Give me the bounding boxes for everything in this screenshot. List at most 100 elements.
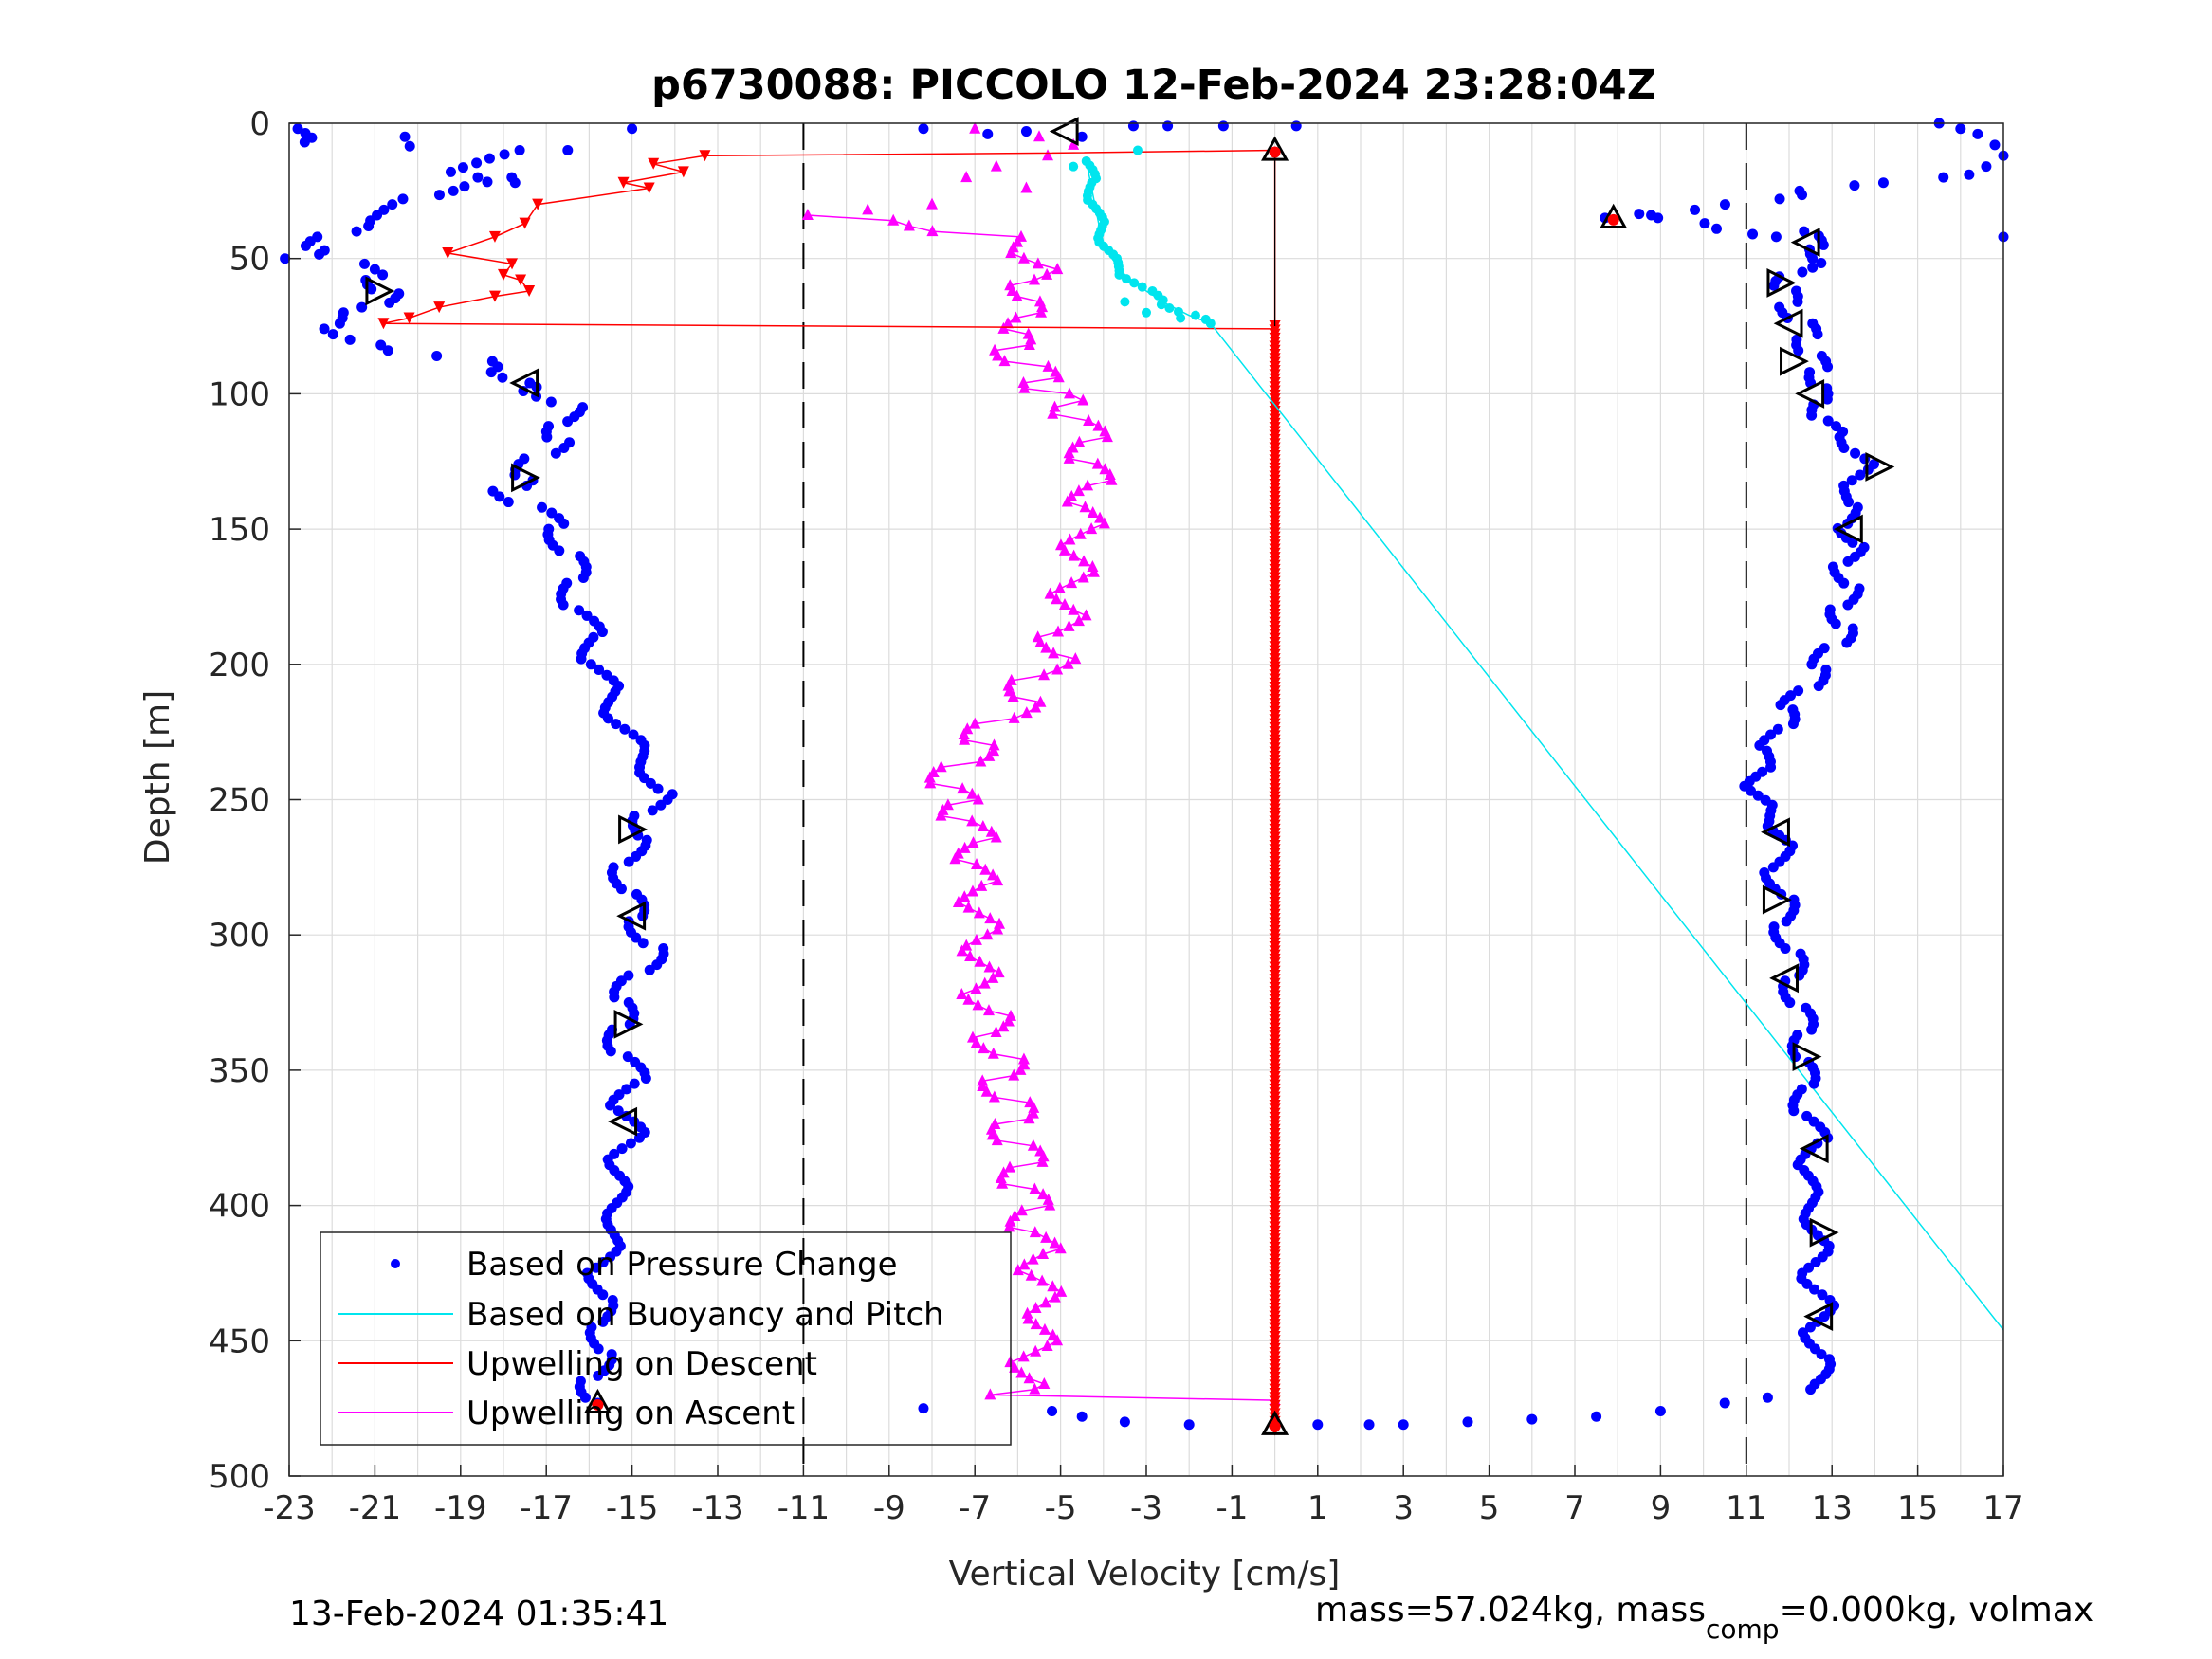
y-axis-ticks: 0 50 100 150 200 250 300 350 400 450 500 <box>209 105 301 1496</box>
ascent-marker <box>984 1388 996 1400</box>
ascent-marker <box>962 993 975 1005</box>
ascent-marker <box>960 939 973 951</box>
x-tick-label: 9 <box>1651 1489 1672 1527</box>
ascent-marker <box>1058 598 1070 611</box>
ascent-marker <box>957 782 969 794</box>
ascent-marker <box>958 728 970 740</box>
open-triangle-marker <box>613 1009 644 1039</box>
descent-marker <box>699 150 711 162</box>
ascent-marker <box>1029 1382 1041 1395</box>
buoyancy-point <box>1164 303 1175 314</box>
ascent-marker <box>1049 1236 1061 1249</box>
ascent-marker <box>1079 501 1091 513</box>
ascent-marker <box>966 814 978 827</box>
pressure-point <box>982 128 994 139</box>
ascent-marker <box>1030 1318 1042 1330</box>
buoyancy-point <box>1142 307 1151 318</box>
ascent-marker <box>1061 495 1073 507</box>
pressure-point <box>611 719 622 730</box>
ascent-marker <box>1008 1068 1020 1081</box>
pressure-point <box>655 799 667 811</box>
pressure-point <box>1020 126 1032 137</box>
ascent-marker <box>983 960 996 973</box>
ascent-marker <box>903 219 915 231</box>
ascent-marker <box>986 1128 998 1140</box>
pressure-point <box>382 345 393 356</box>
ascent-marker <box>935 760 947 773</box>
pressure-point <box>918 123 929 135</box>
pressure-point <box>591 1262 602 1273</box>
pressure-point <box>1795 948 1806 959</box>
ascent-marker <box>1077 571 1089 583</box>
ascent-marker <box>1027 1252 1039 1265</box>
ascent-marker <box>987 971 999 983</box>
footer-mass-prefix: mass=57.024kg, mass <box>1315 1591 1706 1630</box>
pressure-point <box>1047 1406 1058 1417</box>
pressure-point <box>1803 1262 1815 1273</box>
ascent-marker <box>1028 273 1040 285</box>
descent-marker <box>403 312 415 324</box>
open-triangle-marker <box>1773 308 1803 338</box>
marker-layer <box>365 117 1895 1435</box>
pressure-point <box>1831 421 1842 432</box>
pressure-point <box>1526 1413 1538 1425</box>
pressure-point <box>319 323 330 335</box>
footer-mass-suffix: =0.000kg, volmax <box>1780 1591 2094 1630</box>
ascent-marker <box>1063 451 1075 464</box>
buoyancy-point <box>1176 313 1186 323</box>
ascent-marker <box>1062 657 1074 669</box>
ascent-marker <box>1063 387 1075 399</box>
pressure-point <box>399 131 411 142</box>
x-tick-label: -13 <box>691 1489 744 1527</box>
pressure-point <box>1654 1406 1666 1417</box>
ascent-marker <box>1039 1296 1051 1308</box>
ascent-marker <box>926 197 938 210</box>
plot-area: -23 -21 -19 -17 -15 -13 -11 -9 -7 -5 -3 -1 1 3 5 7 9 11 13… <box>209 105 2024 1527</box>
pressure-point <box>1765 729 1777 740</box>
pressure-point <box>1634 209 1645 220</box>
endpoint-triangle-marker <box>583 1388 612 1414</box>
x-tick-label: -23 <box>263 1489 316 1527</box>
pressure-point <box>562 145 574 156</box>
ascent-marker <box>1010 311 1022 323</box>
endpoint-triangle-marker <box>1261 136 1289 161</box>
pressure-point <box>1793 685 1804 697</box>
ascent-marker <box>1015 1063 1027 1075</box>
open-triangle-marker <box>1790 228 1820 258</box>
ascent-marker <box>985 1122 997 1135</box>
pressure-point <box>1955 123 1966 135</box>
endpoint-dot-marker <box>1607 213 1619 226</box>
pressure-point <box>1854 583 1865 594</box>
ascent-marker <box>979 863 992 875</box>
ascent-marker <box>923 771 936 783</box>
pressure-point <box>351 226 362 237</box>
ascent-marker <box>970 1036 982 1048</box>
y-tick-label: 350 <box>209 1052 270 1090</box>
pressure-point <box>537 501 548 513</box>
y-tick-label: 500 <box>209 1458 270 1496</box>
ascent-marker <box>990 1025 1002 1037</box>
ascent-marker <box>1012 1264 1024 1276</box>
pressure-point <box>445 166 456 177</box>
pressure-point <box>1774 193 1785 205</box>
pressure-point <box>1796 1084 1807 1095</box>
pressure-point <box>546 507 558 519</box>
pressure-point <box>1847 623 1858 634</box>
endpoint-dot-marker <box>592 1398 604 1411</box>
ascent-marker <box>1008 711 1020 723</box>
ascent-marker <box>1088 565 1100 577</box>
pressure-point <box>1807 262 1819 273</box>
pressure-point <box>431 350 443 361</box>
ascent-marker <box>1033 130 1045 142</box>
pressure-point <box>1838 480 1850 491</box>
open-triangle-marker <box>1865 452 1895 482</box>
ascent-marker <box>1055 1285 1068 1297</box>
pressure-point <box>1363 1419 1375 1431</box>
ascent-marker <box>1022 1312 1034 1324</box>
ascent-marker <box>1023 338 1035 351</box>
open-triangle-marker <box>1799 1134 1829 1164</box>
open-triangle-marker <box>1766 267 1797 298</box>
pressure-point <box>593 1343 604 1355</box>
x-tick-label: -7 <box>959 1489 991 1527</box>
open-triangle-marker <box>618 814 648 845</box>
